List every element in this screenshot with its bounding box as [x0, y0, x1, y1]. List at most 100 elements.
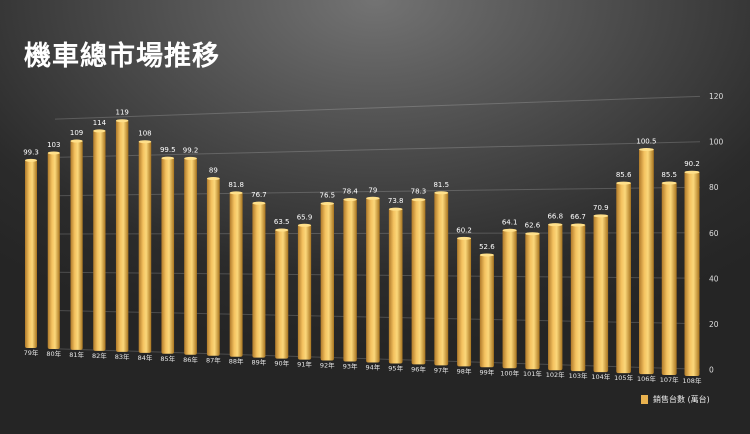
bar-cap [661, 181, 677, 185]
bar-cap [320, 202, 334, 206]
x-tick-label: 80年 [46, 349, 61, 358]
bar-cap [570, 223, 586, 227]
bar-cap [525, 232, 540, 236]
data-label: 85.6 [616, 171, 632, 179]
bar [684, 171, 700, 376]
x-tick-label: 89年 [252, 358, 267, 367]
bar-cap [93, 129, 106, 133]
bar-cap [275, 228, 289, 232]
bar-cap [684, 170, 700, 174]
bar [47, 151, 60, 349]
bar [343, 198, 357, 362]
bar-cap [297, 223, 312, 227]
data-label: 114 [93, 119, 107, 127]
data-label: 52.6 [479, 243, 495, 251]
bar [548, 223, 563, 371]
bar-cap [434, 191, 449, 195]
bar [138, 140, 152, 353]
bar-cap [252, 201, 266, 205]
bar-cap [70, 139, 83, 143]
data-label: 99.3 [23, 148, 39, 156]
x-tick-label: 92年 [320, 361, 335, 370]
data-label: 108 [138, 130, 151, 138]
y-tick-label: 100 [709, 138, 724, 147]
x-tick-label: 95年 [388, 363, 403, 372]
bar-cap [411, 198, 426, 202]
bar-cap [366, 196, 380, 200]
bar [229, 191, 243, 357]
bar [411, 198, 426, 365]
bar-cap [616, 181, 631, 185]
data-label: 76.5 [320, 192, 336, 200]
bar [593, 214, 609, 373]
bar [639, 148, 654, 375]
data-label: 78.4 [342, 188, 358, 196]
bar [275, 229, 289, 359]
x-tick-label: 91年 [297, 360, 312, 369]
bar-cap [47, 151, 60, 155]
x-tick-label: 94年 [366, 362, 381, 371]
legend: 銷售台數 (萬台) [641, 394, 710, 405]
data-label: 99.2 [183, 146, 199, 154]
y-tick-label: 120 [709, 92, 724, 101]
x-tick-label: 99年 [479, 367, 494, 376]
data-label: 66.7 [570, 213, 586, 221]
data-label: 89 [209, 167, 218, 175]
gridline [54, 95, 701, 120]
bar [115, 119, 129, 352]
y-tick-label: 80 [709, 183, 719, 192]
y-tick-label: 40 [709, 274, 719, 283]
bar-cap [639, 147, 654, 151]
data-label: 79 [368, 186, 377, 194]
bar-cap [479, 253, 494, 257]
x-tick-label: 81年 [69, 350, 84, 359]
bar [457, 237, 472, 367]
bar-cap [115, 119, 129, 123]
bar [320, 202, 334, 361]
data-label: 90.2 [684, 160, 700, 168]
bar-cap [229, 191, 243, 195]
data-label: 64.1 [502, 218, 518, 226]
gridline [54, 186, 701, 197]
bar-cap [161, 156, 175, 160]
bar [616, 182, 631, 374]
data-label: 103 [47, 141, 60, 149]
x-tick-label: 82年 [92, 351, 107, 360]
x-tick-label: 107年 [660, 375, 679, 384]
x-tick-label: 79年 [24, 348, 39, 357]
bar [252, 202, 266, 358]
bar [184, 157, 197, 355]
chart-title: 機車總市場推移 [24, 41, 220, 72]
x-tick-label: 100年 [500, 368, 519, 377]
bar-cap [184, 156, 197, 160]
legend-label: 銷售台數 (萬台) [653, 395, 710, 404]
x-tick-label: 90年 [274, 359, 289, 368]
bar-cap [548, 223, 563, 227]
x-tick-label: 101年 [523, 369, 542, 378]
data-label: 81.8 [228, 181, 244, 189]
bar [206, 177, 220, 356]
bar [161, 157, 175, 354]
x-tick-label: 98年 [457, 366, 472, 375]
x-tick-label: 85年 [160, 354, 175, 363]
data-label: 60.2 [456, 226, 472, 234]
data-label: 70.9 [593, 204, 609, 212]
data-label: 85.5 [661, 171, 677, 179]
x-tick-label: 102年 [546, 370, 565, 379]
bar [70, 140, 83, 350]
x-tick-label: 103年 [569, 371, 588, 380]
bar [93, 129, 106, 351]
data-label: 73.8 [388, 197, 404, 205]
data-label: 76.7 [251, 191, 267, 199]
x-tick-label: 93年 [343, 362, 358, 371]
bar-cap [25, 158, 37, 162]
bar [434, 191, 449, 366]
bar [525, 232, 540, 370]
bar [570, 224, 586, 372]
x-tick-label: 86年 [183, 355, 198, 364]
data-label: 109 [70, 129, 83, 137]
data-label: 66.8 [547, 213, 563, 221]
bar [388, 208, 403, 364]
x-tick-label: 88年 [229, 357, 244, 366]
